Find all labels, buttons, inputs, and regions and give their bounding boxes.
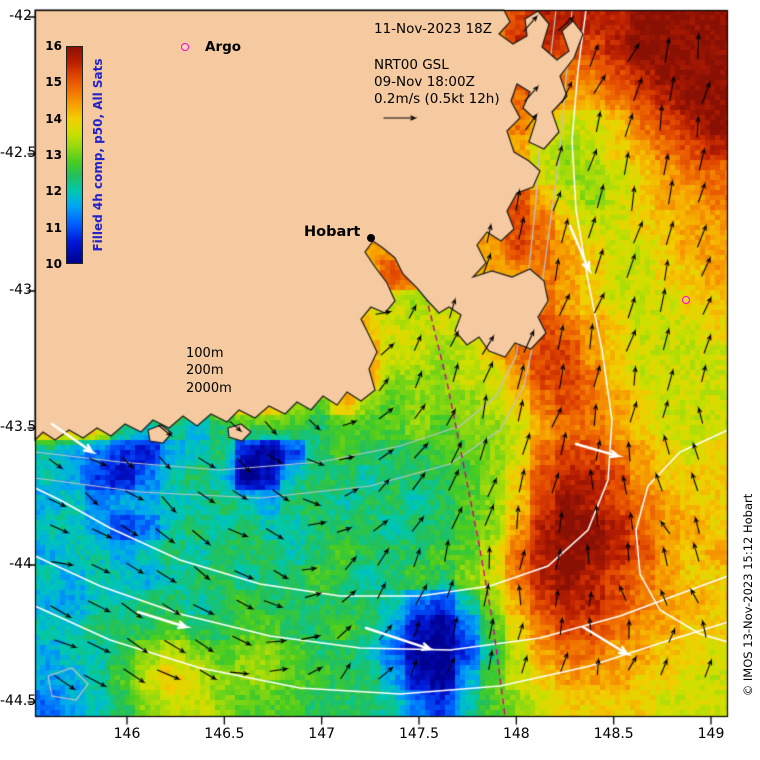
y-tick-label: -44	[9, 556, 32, 572]
colorbar-tick-label: 11	[45, 220, 62, 235]
y-tick-label: -42	[9, 8, 32, 24]
colorbar-tick-label: 13	[45, 148, 62, 162]
colorbar-tick-label: 12	[45, 184, 62, 199]
colorbar-gradient	[67, 47, 82, 263]
depth-legend-2000m: 2000m	[186, 381, 232, 396]
x-tick-label: 146	[113, 726, 141, 742]
copyright-label: © IMOS 13-Nov-2023 15:12 Hobart	[741, 493, 755, 697]
colorbar-tick-label: 16	[45, 39, 62, 53]
colorbar-title: Filled 4h comp, p50, All Sats	[91, 58, 105, 252]
y-tick-label: -42.5	[0, 145, 37, 161]
hobart-label: Hobart	[304, 224, 361, 240]
velocity-scale-label: 0.2m/s (0.5kt 12h)	[374, 91, 500, 107]
depth-legend-200m: 200m	[186, 363, 224, 378]
y-tick-label: -44.5	[0, 693, 37, 709]
date-label: 11-Nov-2023 18Z	[374, 21, 492, 37]
argo-label: Argo	[205, 39, 242, 55]
colorbar-tick-label: 14	[45, 111, 62, 126]
x-tick-label: 146.5	[204, 726, 245, 742]
depth-legend-100m: 100m	[186, 346, 224, 361]
x-tick-label: 149	[697, 726, 725, 742]
argo-float-marker	[682, 296, 690, 304]
argo-legend-icon	[181, 43, 189, 51]
x-tick-label: 148	[502, 726, 530, 742]
hobart-marker	[367, 234, 375, 242]
x-tick-label: 147	[308, 726, 336, 742]
model-name-label: NRT00 GSL	[374, 57, 449, 73]
model-time-label: 09-Nov 18:00Z	[374, 74, 475, 90]
colorbar-tick-label: 10	[45, 257, 62, 271]
x-tick-label: 148.5	[593, 726, 634, 742]
colorbar-tick-label: 15	[45, 75, 62, 90]
colorbar	[66, 46, 83, 264]
y-tick-label: -43.5	[0, 419, 37, 435]
x-tick-label: 147.5	[398, 726, 440, 742]
y-tick-label: -43	[9, 282, 32, 298]
